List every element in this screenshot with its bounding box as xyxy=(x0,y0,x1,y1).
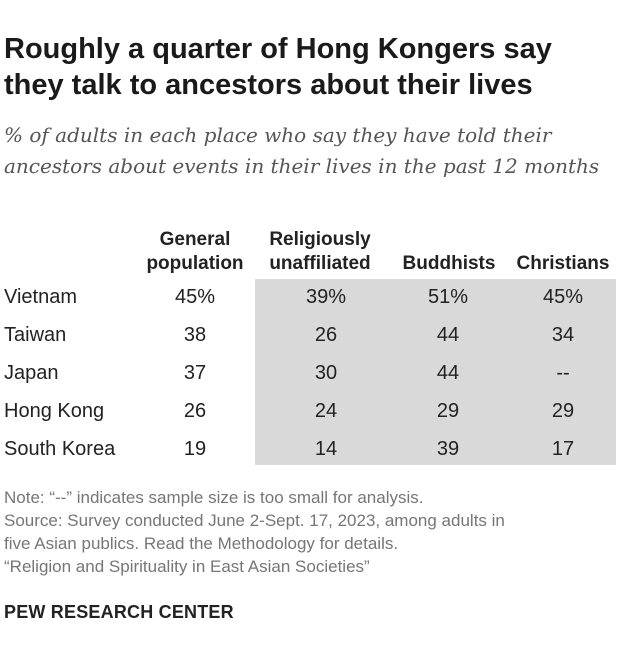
row-label-south-korea: South Korea xyxy=(4,438,116,460)
cell-taiwan-buddhists: 44 xyxy=(436,324,460,346)
cell-japan-unaffiliated: 30 xyxy=(314,362,338,384)
cell-south-korea-buddhists: 39 xyxy=(436,438,460,460)
cell-hong-kong-christians: 29 xyxy=(551,400,575,422)
source-text-line1: Source: Survey conducted June 2-Sept. 17… xyxy=(4,511,505,530)
cell-hong-kong-general: 26 xyxy=(183,400,207,422)
cell-taiwan-christians: 34 xyxy=(551,324,575,346)
column-header-buddhists: Buddhists xyxy=(402,253,496,274)
cell-taiwan-unaffiliated: 26 xyxy=(314,324,338,346)
shaded-region xyxy=(255,279,616,465)
column-header-general-population: General population xyxy=(146,229,244,274)
pew-research-center-logo: PEW RESEARCH CENTER xyxy=(4,602,234,622)
row-label-hong-kong: Hong Kong xyxy=(4,400,105,422)
notes-block: Note: “--” indicates sample size is too … xyxy=(4,486,614,578)
report-title: “Religion and Spirituality in East Asian… xyxy=(4,557,370,576)
column-header-religiously-unaffiliated: Religiously unaffiliated xyxy=(269,229,371,274)
row-label-japan: Japan xyxy=(4,362,59,384)
note-text: Note: “--” indicates sample size is too … xyxy=(4,488,424,507)
column-header-christians: Christians xyxy=(516,253,610,274)
row-label-vietnam: Vietnam xyxy=(4,286,78,308)
cell-south-korea-christians: 17 xyxy=(551,438,575,460)
cell-south-korea-unaffiliated: 14 xyxy=(314,438,338,460)
cell-vietnam-general: 45% xyxy=(174,286,216,308)
cell-japan-general: 37 xyxy=(183,362,207,384)
cell-vietnam-christians: 45% xyxy=(542,286,584,308)
cell-south-korea-general: 19 xyxy=(183,438,207,460)
cell-hong-kong-unaffiliated: 24 xyxy=(314,400,338,422)
cell-hong-kong-buddhists: 29 xyxy=(436,400,460,422)
chart-subtitle: % of adults in each place who say they h… xyxy=(4,123,600,178)
cell-japan-buddhists: 44 xyxy=(436,362,460,384)
cell-vietnam-unaffiliated: 39% xyxy=(305,286,347,308)
chart-title: Roughly a quarter of Hong Kongers say th… xyxy=(4,33,552,101)
cell-japan-christians: -- xyxy=(556,362,570,384)
cell-vietnam-buddhists: 51% xyxy=(427,286,469,308)
row-label-taiwan: Taiwan xyxy=(4,324,67,346)
source-text-line2: five Asian publics. Read the Methodology… xyxy=(4,534,399,553)
cell-taiwan-general: 38 xyxy=(183,324,207,346)
